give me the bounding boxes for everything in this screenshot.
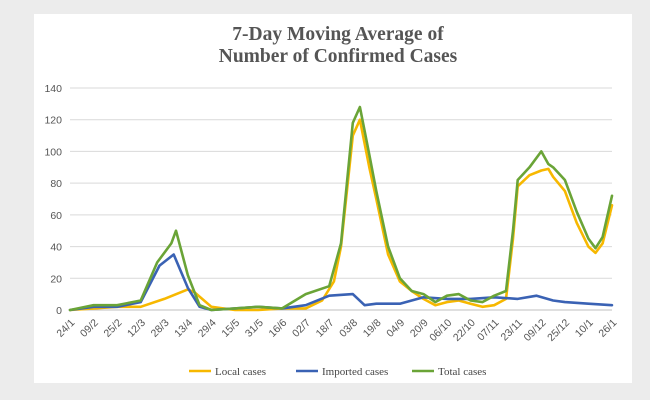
x-tick-label: 16/6 [266,317,289,340]
x-axis: 24/1 09/2 25/2 12/3 28/3 13/4 29/4 15/5 31/5 16/6… [54,317,619,344]
x-tick-label: 19/8 [361,317,384,340]
x-tick-label: 12/3 [125,317,148,340]
x-tick-label: 07/11 [475,317,502,344]
y-tick-label: 40 [50,242,62,254]
x-tick-label: 06/10 [427,317,454,344]
series-line-imported-cases [68,253,614,312]
chart-title-line: 7-Day Moving Average of [232,24,444,45]
x-tick-label: 18/7 [314,317,337,340]
legend-label: Imported cases [322,366,388,378]
y-tick-label: 80 [50,178,62,190]
x-tick-label: 31/5 [243,317,266,340]
y-axis: 0 20 40 60 80 100 120 140 [44,83,62,317]
x-tick-label: 26/1 [596,317,619,340]
x-tick-label: 03/8 [337,317,360,340]
x-tick-label: 23/11 [499,317,526,344]
x-tick-label: 10/1 [573,317,596,340]
y-tick-label: 0 [56,305,62,317]
x-tick-label: 15/5 [219,317,242,340]
x-tick-label: 13/4 [172,317,195,340]
x-tick-label: 04/9 [384,317,407,340]
x-tick-label: 22/10 [451,317,478,344]
series-line-total-cases [68,105,614,312]
series-lines [68,105,614,312]
x-tick-label: 02/7 [290,317,313,340]
x-tick-label: 24/1 [54,317,77,340]
y-tick-label: 100 [44,146,62,158]
x-tick-label: 29/4 [196,317,219,340]
x-tick-label: 09/2 [78,317,101,340]
legend-label: Total cases [438,366,486,378]
x-tick-label: 28/3 [149,317,172,340]
y-tick-label: 140 [44,83,62,95]
chart-title-line: Number of Confirmed Cases [219,46,458,67]
y-tick-label: 120 [44,115,62,127]
x-tick-label: 09/12 [522,317,549,344]
chart-card: 7-Day Moving Average of Number of Confirm… [34,14,632,383]
legend-label: Local cases [215,366,266,378]
y-tick-label: 60 [50,210,62,222]
x-tick-label: 25/2 [102,317,125,340]
x-tick-label: 25/12 [545,317,572,344]
legend: Local cases Imported cases Total cases [189,366,486,378]
y-tick-label: 20 [50,273,62,285]
